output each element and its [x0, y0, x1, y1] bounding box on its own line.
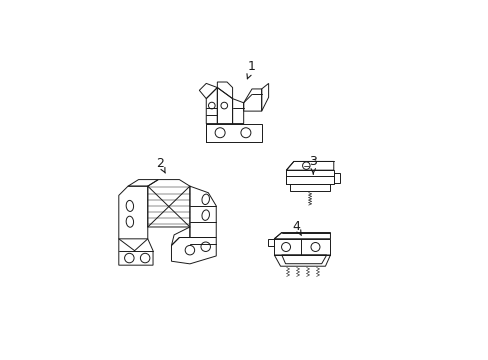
Text: 1: 1	[246, 60, 255, 79]
Text: 4: 4	[291, 220, 301, 235]
Text: 3: 3	[309, 156, 317, 174]
Text: 2: 2	[156, 157, 165, 173]
